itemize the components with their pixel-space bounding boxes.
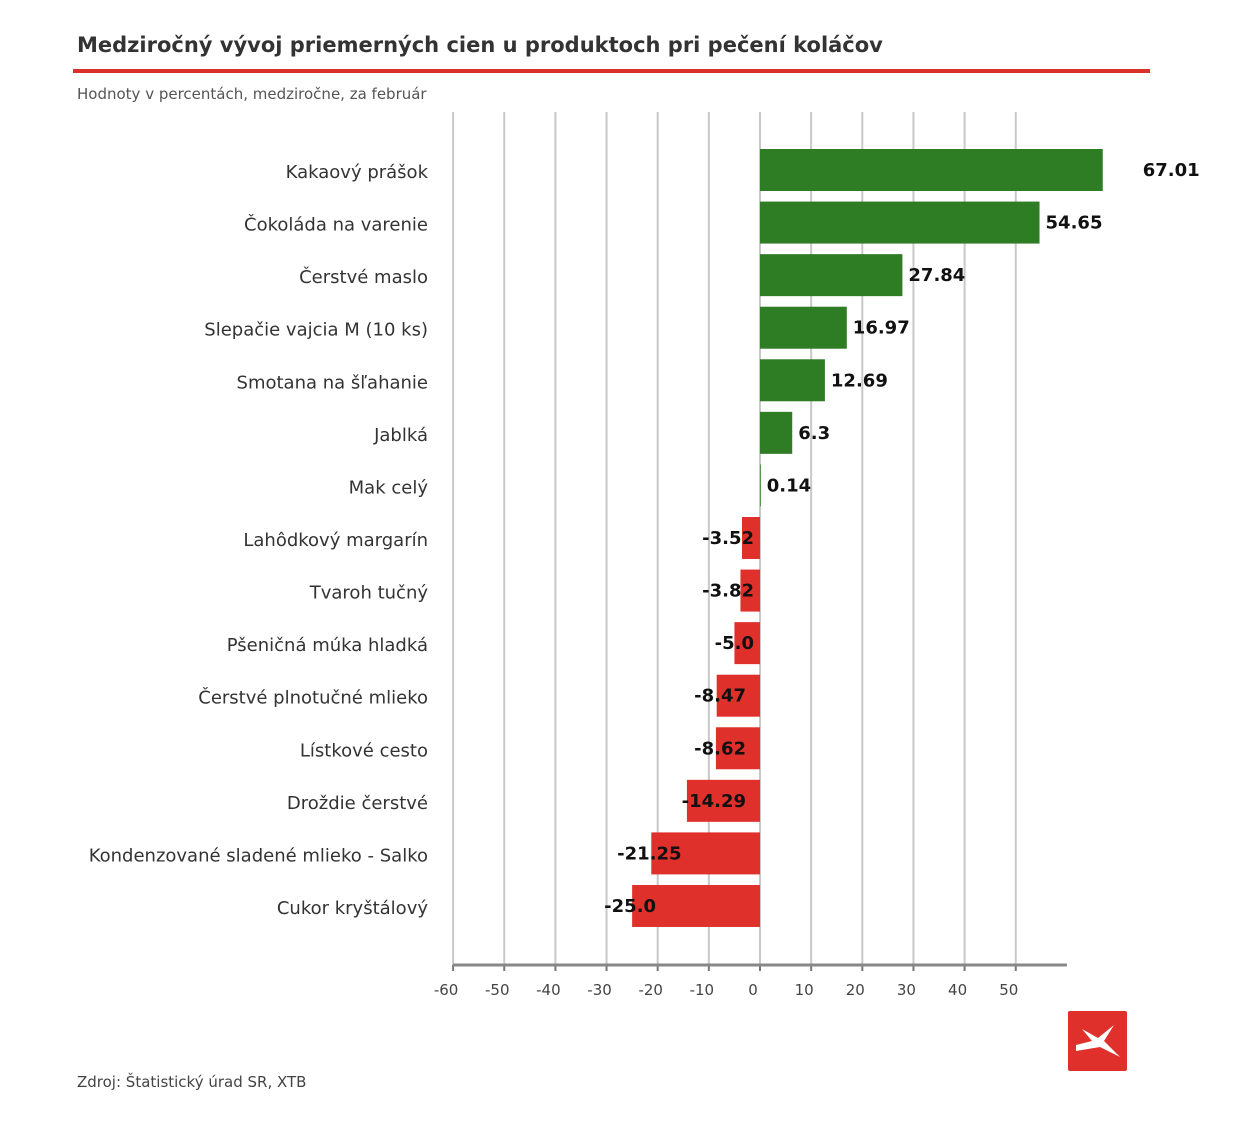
category-label: Cukor kryštálový <box>277 898 429 919</box>
category-label: Jablká <box>373 425 428 446</box>
x-tick-label: -10 <box>690 981 715 999</box>
x-tick-label: -50 <box>485 981 510 999</box>
x-tick-label: 40 <box>948 981 967 999</box>
value-label: -8.47 <box>694 686 746 707</box>
value-label: 27.84 <box>908 265 965 286</box>
category-label: Lístkové cesto <box>300 740 428 761</box>
bar <box>686 779 760 822</box>
category-label: Kakaový prášok <box>286 162 429 183</box>
bar <box>760 359 825 402</box>
value-label: 12.69 <box>831 370 888 391</box>
bar <box>632 884 760 927</box>
value-label: -5.0 <box>715 633 754 654</box>
bar <box>715 727 760 770</box>
bar <box>651 832 760 875</box>
bar <box>740 569 760 612</box>
category-label: Tvaroh tučný <box>309 583 429 604</box>
chart-title: Medziročný vývoj priemerných cien u prod… <box>77 33 883 57</box>
category-label: Čerstvé plnotučné mlieko <box>198 687 428 709</box>
bar <box>716 674 760 717</box>
chart-subtitle: Hodnoty v percentách, medziročne, za feb… <box>77 85 427 103</box>
bar <box>760 411 793 454</box>
value-label: 16.97 <box>853 318 910 339</box>
value-label: -14.29 <box>682 791 746 812</box>
x-tick-label: 30 <box>897 981 916 999</box>
x-tick-label: -30 <box>587 981 612 999</box>
category-label: Droždie čerstvé <box>287 793 428 814</box>
category-label: Pšeničná múka hladká <box>227 635 428 656</box>
bar <box>760 254 903 297</box>
x-tick-label: 0 <box>748 981 758 999</box>
source-note: Zdroj: Štatistický úrad SR, XTB <box>77 1073 307 1091</box>
category-label: Čerstvé maslo <box>299 266 428 288</box>
xtb-logo-icon <box>1076 1025 1120 1057</box>
x-tick-label: -20 <box>638 981 663 999</box>
value-label: 54.65 <box>1046 213 1103 234</box>
value-label: 0.14 <box>767 475 811 496</box>
bar <box>741 516 760 559</box>
category-label: Slepačie vajcia M (10 ks) <box>204 320 428 341</box>
bar <box>760 149 1103 191</box>
category-label: Kondenzované sladené mlieko - Salko <box>89 845 428 866</box>
x-tick-label: 10 <box>795 981 814 999</box>
x-tick-label: 50 <box>999 981 1018 999</box>
value-label: -8.62 <box>694 738 746 759</box>
bar <box>760 306 847 349</box>
value-label: -25.0 <box>604 896 656 917</box>
x-tick-label: -60 <box>434 981 459 999</box>
category-label: Lahôdkový margarín <box>243 530 428 551</box>
category-label: Čokoláda na varenie <box>244 214 428 236</box>
value-label: -21.25 <box>617 843 681 864</box>
category-label: Mak celý <box>349 477 429 498</box>
title-underline <box>73 69 1150 73</box>
value-label: -3.82 <box>702 581 754 602</box>
bar <box>760 464 761 507</box>
x-tick-label: -40 <box>536 981 561 999</box>
bar <box>760 201 1040 244</box>
category-label: Smotana na šľahanie <box>237 372 428 393</box>
value-label: 6.3 <box>798 423 830 444</box>
xtb-logo <box>1068 1011 1127 1071</box>
bar <box>734 622 760 665</box>
value-label: -3.52 <box>702 528 754 549</box>
x-tick-label: 20 <box>846 981 865 999</box>
value-label: 67.01 <box>1143 160 1200 181</box>
